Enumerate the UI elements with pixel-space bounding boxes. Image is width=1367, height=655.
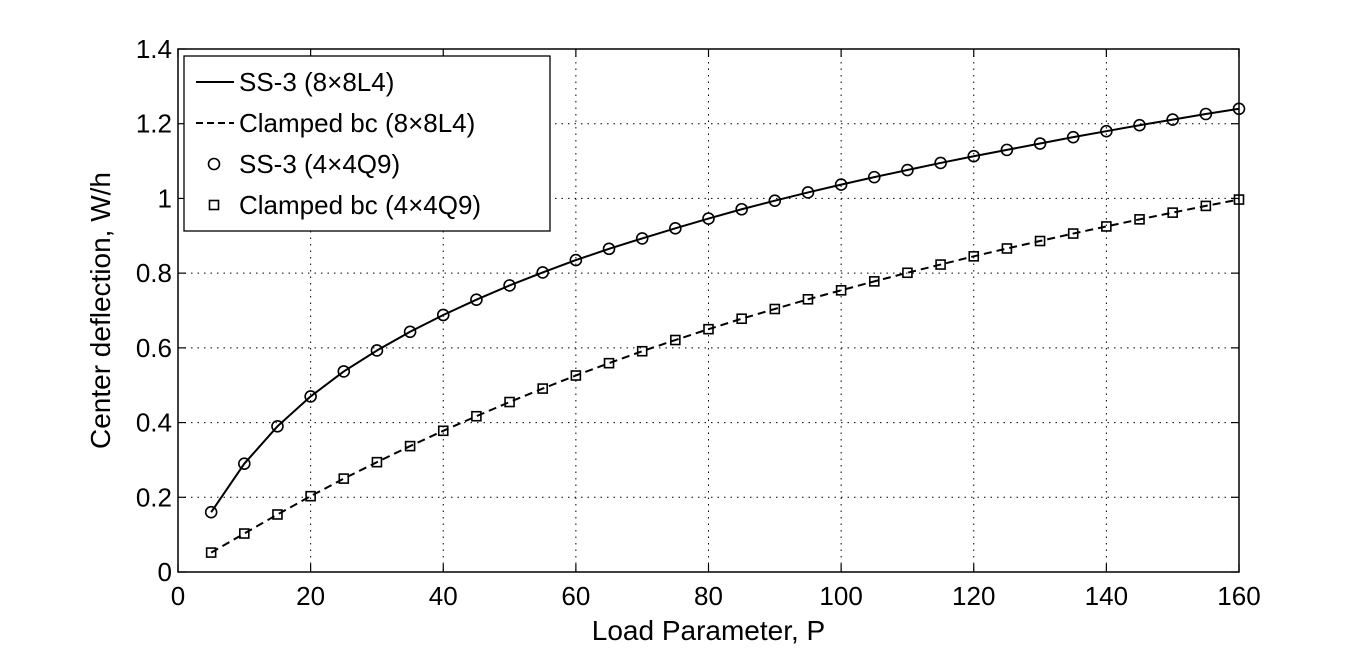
circle-marker: [470, 293, 483, 306]
legend-label: SS-3 (4×4Q9): [239, 149, 400, 179]
circle-marker: [867, 170, 881, 184]
circle-marker: [834, 178, 848, 191]
circle-marker: [602, 242, 616, 256]
square-marker: [636, 345, 648, 357]
y-axis-label: Center deflection, W/h: [85, 172, 116, 449]
circle-marker: [436, 308, 450, 322]
circle-marker: [967, 149, 981, 163]
y-tick-label: 0: [158, 557, 172, 587]
circle-marker: [1000, 143, 1014, 157]
y-tick-label: 0.6: [136, 333, 172, 363]
circle-marker: [1100, 124, 1113, 138]
circle-marker: [271, 420, 284, 433]
x-tick-label: 140: [1085, 581, 1128, 611]
square-marker: [239, 528, 250, 539]
square-marker: [1134, 214, 1145, 225]
x-tick-label: 100: [819, 581, 862, 611]
circle-marker: [669, 222, 682, 235]
x-axis-label: Load Parameter, P: [592, 615, 825, 646]
circle-marker: [204, 505, 218, 519]
circle-marker: [536, 266, 550, 279]
square-marker: [1200, 200, 1212, 212]
circle-marker: [768, 194, 782, 207]
circle-marker: [403, 325, 417, 339]
y-tick-label: 0.8: [136, 258, 172, 288]
square-marker: [338, 473, 350, 484]
circle-marker: [1033, 137, 1047, 150]
square-marker: [769, 303, 781, 315]
square-marker: [371, 456, 383, 468]
series-markers: [204, 102, 1246, 558]
square-marker: [1067, 228, 1079, 239]
x-tick-label: 40: [429, 581, 458, 611]
legend-circle-marker: [207, 157, 221, 171]
circle-marker: [702, 212, 715, 225]
square-marker: [1167, 207, 1178, 218]
legend-label: Clamped bc (8×8L4): [239, 108, 475, 138]
square-marker: [305, 490, 316, 502]
circle-marker: [304, 390, 317, 403]
square-marker: [835, 285, 847, 296]
legend-box: [183, 55, 551, 232]
y-tick-label: 1: [158, 183, 172, 213]
x-tick-label: 80: [694, 581, 723, 611]
x-tick-label: 0: [171, 581, 185, 611]
square-marker: [404, 440, 416, 452]
y-tick-label: 0.4: [136, 408, 172, 438]
square-marker: [868, 276, 880, 287]
circle-marker: [801, 186, 815, 199]
x-tick-label: 120: [952, 581, 995, 611]
circle-marker: [901, 163, 914, 177]
legend-label: Clamped bc (4×4Q9): [239, 190, 481, 220]
series-line-clamped-8x8L4: [210, 198, 1240, 554]
axis-ticks: 0 20 40 60 80 100 120 140 160 0 0.2 0.4 0.6 0.8 1 1.2 1.…: [136, 34, 1261, 611]
square-marker: [902, 267, 913, 279]
square-marker: [703, 323, 714, 335]
square-marker: [1001, 243, 1013, 254]
circle-marker: [238, 457, 251, 470]
square-marker: [1034, 235, 1046, 247]
circle-marker: [934, 156, 947, 170]
circle-marker: [1066, 130, 1080, 144]
square-marker: [1101, 221, 1112, 232]
circle-marker: [370, 344, 384, 357]
legend-square-marker: [208, 199, 220, 211]
square-marker: [570, 370, 582, 381]
circle-marker: [1133, 118, 1146, 132]
circle-marker: [337, 365, 351, 378]
square-marker: [437, 425, 449, 437]
square-marker: [205, 547, 217, 558]
circle-marker: [569, 253, 583, 267]
x-tick-label: 60: [561, 581, 590, 611]
square-marker: [802, 293, 814, 305]
square-marker: [504, 396, 515, 408]
square-marker: [968, 251, 980, 262]
legend-label: SS-3 (8×8L4): [239, 67, 394, 97]
x-tick-label: 160: [1217, 581, 1260, 611]
square-marker: [670, 334, 681, 346]
y-tick-label: 1.4: [136, 34, 172, 64]
square-marker: [471, 410, 482, 422]
circle-marker: [503, 279, 516, 292]
circle-marker: [735, 202, 748, 216]
square-marker: [537, 383, 549, 394]
circle-marker: [1166, 113, 1179, 126]
square-marker: [603, 357, 615, 369]
x-tick-label: 20: [296, 581, 325, 611]
circle-marker: [1199, 107, 1213, 121]
circle-marker: [635, 232, 649, 245]
square-marker: [736, 313, 747, 325]
square-marker: [935, 259, 946, 270]
legend: SS-3 (8×8L4) Clamped bc (8×8L4) SS-3 (4×4Q…: [183, 55, 551, 232]
y-tick-label: 1.2: [136, 109, 172, 139]
y-tick-label: 0.2: [136, 482, 172, 512]
square-marker: [272, 509, 283, 520]
